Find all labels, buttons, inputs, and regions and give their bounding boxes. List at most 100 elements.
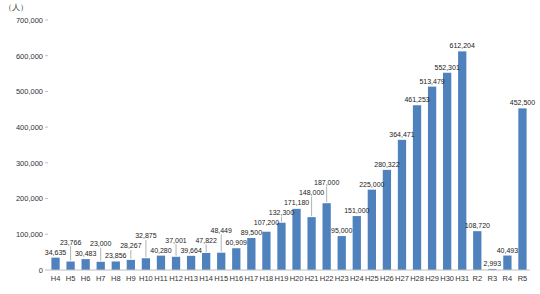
leader-line (206, 244, 207, 252)
data-label: 107,200 (254, 219, 279, 226)
x-tick-label: H18 (260, 274, 274, 283)
data-label: 148,000 (299, 189, 324, 196)
x-tick-label: H11 (154, 274, 167, 283)
bar (398, 140, 406, 270)
leader-line (145, 240, 146, 257)
data-label: 364,471 (389, 131, 414, 138)
data-labels: 34,635 23,766 30,483 23,000 23,856 28,267 32,8… (45, 42, 535, 267)
bar (247, 238, 255, 270)
x-tick-label: H15 (214, 274, 228, 283)
x-tick-label: H26 (380, 274, 394, 283)
bar (232, 248, 240, 270)
bar (187, 256, 195, 270)
bar (473, 231, 481, 270)
x-tick-label: H27 (395, 274, 409, 283)
y-axis-label: （人） (4, 3, 28, 12)
data-label: 34,635 (45, 249, 67, 256)
x-tick-label: R4 (503, 274, 513, 283)
x-tick-label: H23 (335, 274, 349, 283)
data-label: 28,267 (120, 242, 142, 249)
x-tick-label: H9 (126, 274, 136, 283)
data-label: 32,875 (135, 232, 157, 239)
data-label: 95,000 (331, 227, 353, 234)
data-label: 39,664 (180, 247, 202, 254)
y-tick (45, 91, 48, 92)
x-tick-label: H4 (51, 274, 61, 283)
x-tick-label: H13 (184, 274, 198, 283)
x-tick-label: R2 (472, 274, 482, 283)
bar (217, 253, 225, 270)
bar (112, 261, 120, 270)
bar (262, 232, 270, 270)
bar (127, 260, 135, 270)
x-tick-label: H7 (96, 274, 106, 283)
y-tick (45, 55, 48, 56)
bar (277, 223, 285, 270)
data-label: 30,483 (75, 250, 97, 257)
bar (292, 209, 300, 270)
data-label: 89,500 (241, 229, 263, 236)
chart: （人）0100,000200,000300,000400,000500,0006… (0, 0, 540, 294)
bar (323, 203, 331, 270)
data-label: 151,000 (344, 207, 369, 214)
y-tick-label: 0 (39, 266, 43, 275)
leader-line (281, 217, 282, 222)
y-tick-label: 400,000 (16, 123, 43, 132)
bars (51, 51, 526, 270)
x-tick-label: H8 (111, 274, 121, 283)
leader-line (311, 197, 312, 217)
data-label: 23,766 (60, 239, 82, 246)
bar (503, 256, 511, 270)
x-tick-label: H21 (305, 274, 319, 283)
y-tick-label: 700,000 (16, 16, 43, 25)
data-label: 37,001 (165, 237, 187, 244)
data-label: 187,000 (314, 179, 339, 186)
x-tick-label: H16 (229, 274, 243, 283)
data-label: 60,909 (226, 239, 248, 246)
leader-line (326, 187, 327, 203)
x-tick-label: R3 (488, 274, 498, 283)
bar (458, 51, 466, 270)
data-label: 225,000 (359, 181, 384, 188)
y-tick-label: 500,000 (16, 87, 43, 96)
y-tick (45, 270, 48, 271)
x-tick-label: H29 (425, 274, 439, 283)
data-label: 552,301 (435, 64, 460, 71)
x-tick-label: H31 (455, 274, 469, 283)
data-label: 461,253 (404, 96, 429, 103)
leader-line (221, 234, 222, 251)
y-tick-label: 200,000 (16, 194, 43, 203)
y-tick-label: 300,000 (16, 159, 43, 168)
x-tick-label: H12 (169, 274, 183, 283)
data-label: 47,822 (195, 237, 217, 244)
data-label: 280,322 (374, 161, 399, 168)
data-label: 48,449 (211, 227, 233, 234)
x-tick-label: H19 (275, 274, 289, 283)
bar (428, 87, 436, 270)
data-label: 40,493 (497, 247, 519, 254)
x-tick-label: H17 (244, 274, 258, 283)
bar (307, 217, 315, 270)
leader-line (130, 250, 131, 259)
x-tick-label: H25 (365, 274, 379, 283)
x-tick-label: H14 (199, 274, 213, 283)
data-label: 40,280 (150, 247, 172, 254)
data-label: 513,479 (419, 78, 444, 85)
data-label: 23,856 (105, 252, 127, 259)
bar (368, 190, 376, 270)
data-label: 108,720 (465, 222, 490, 229)
x-axis-line (48, 270, 530, 271)
x-tick-label: H22 (320, 274, 334, 283)
bar (157, 256, 165, 270)
data-label: 452,500 (510, 99, 535, 106)
bar (338, 236, 346, 270)
bar (172, 257, 180, 270)
data-label: 23,000 (90, 240, 112, 247)
x-tick-label: H20 (290, 274, 304, 283)
data-label: 612,204 (450, 42, 475, 49)
leader-line (176, 244, 177, 256)
data-label: 171,180 (284, 199, 309, 206)
bar (66, 262, 74, 270)
bar (202, 253, 210, 270)
x-tick-label: H24 (350, 274, 364, 283)
